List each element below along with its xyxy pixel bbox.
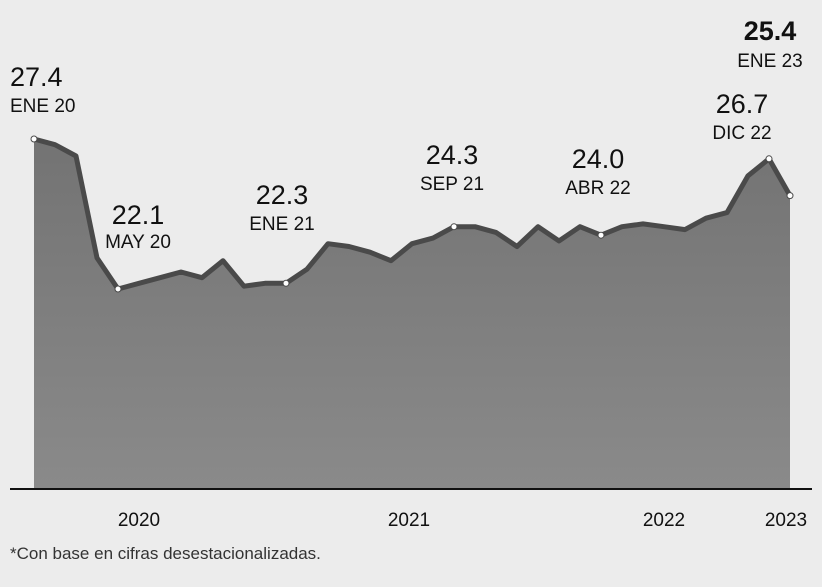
data-value-label: 25.4 [744,16,797,46]
area-fill [34,139,790,489]
data-points [30,135,794,293]
data-date-label: ENE 23 [737,51,802,72]
x-tick-label: 2020 [118,510,160,531]
footnote: *Con base en cifras desestacionalizadas. [10,544,321,563]
data-point-marker [765,155,773,163]
data-date-label: ENE 21 [249,214,314,235]
data-date-label: ABR 22 [565,178,630,199]
data-date-label: SEP 21 [420,174,484,195]
x-tick-label: 2023 [765,510,807,531]
data-value-label: 24.0 [572,144,625,174]
data-value-label: 24.3 [426,140,479,170]
data-point-marker [597,231,605,239]
x-axis-ticks: 2020 2021 2022 2023 [118,510,807,531]
data-date-label: DIC 22 [712,123,771,144]
data-value-label: 27.4 [10,62,63,92]
data-value-label: 22.1 [112,200,165,230]
data-date-label: ENE 20 [10,96,75,117]
data-point-marker [30,135,38,143]
data-date-label: MAY 20 [105,232,171,253]
x-tick-label: 2021 [388,510,430,531]
data-value-label: 26.7 [716,89,769,119]
data-point-marker [282,279,290,287]
data-value-label: 22.3 [256,180,309,210]
data-point-marker [114,285,122,293]
data-point-marker [786,192,794,200]
series-line [31,136,793,292]
x-tick-label: 2022 [643,510,685,531]
data-point-marker [450,223,458,231]
